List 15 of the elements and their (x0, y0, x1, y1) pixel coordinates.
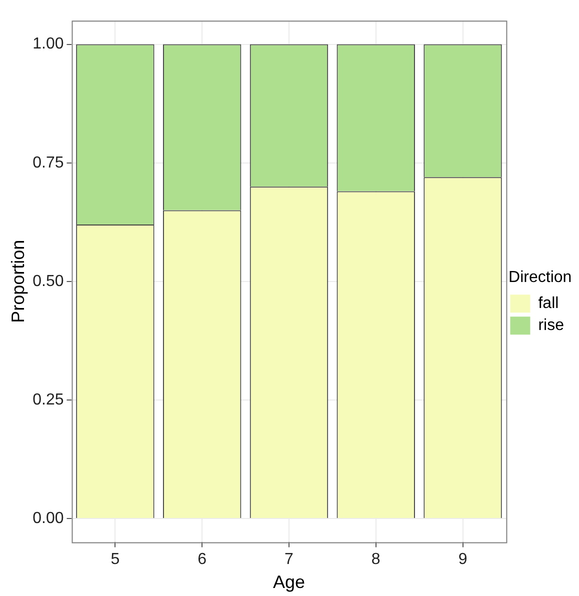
y-tick-label: 0.75 (32, 154, 64, 172)
y-tick-label: 1.00 (32, 36, 64, 53)
x-tick-label: 5 (110, 551, 120, 568)
y-tick-label: 0.50 (32, 272, 64, 290)
y-tick-label: 0.00 (32, 510, 64, 527)
legend-label: fall (538, 295, 559, 312)
legend-label: rise (538, 317, 564, 334)
x-tick-label: 9 (458, 551, 468, 568)
y-tick-label: 0.25 (32, 391, 64, 408)
x-tick-label: 6 (198, 551, 207, 568)
x-axis-title: Age (272, 572, 305, 592)
x-tick-label: 7 (284, 551, 294, 568)
y-axis-title: Proportion (8, 240, 28, 323)
x-tick-label: 8 (371, 551, 380, 568)
legend-title: Direction (508, 268, 572, 286)
